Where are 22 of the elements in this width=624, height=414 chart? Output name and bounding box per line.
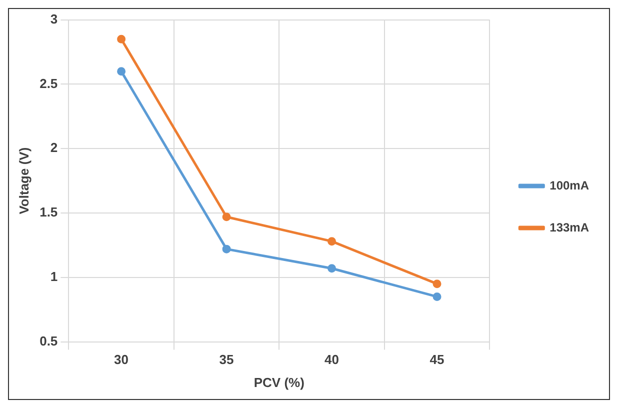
point (117, 34, 126, 44)
x-tick-label: 45 (430, 352, 444, 368)
point (328, 237, 336, 246)
y-tick-label: 2.5 (40, 76, 58, 91)
point (222, 212, 231, 222)
legend-label: 133mA (550, 220, 590, 234)
x-axis-title: PCV (%) (254, 374, 304, 390)
legend-label: 100mA (550, 178, 590, 192)
x-tick-label: 30 (114, 352, 129, 368)
y-tick-label: 1.5 (40, 204, 58, 220)
y-tick-label: 0.5 (40, 333, 58, 348)
y-tick-label: 1 (50, 268, 58, 284)
x-tick-label: 35 (219, 352, 234, 368)
y-tick-label: 2 (50, 140, 58, 156)
y-tick-label: 3 (50, 11, 58, 26)
point (222, 244, 231, 254)
point (117, 67, 126, 76)
point (432, 280, 442, 288)
x-tick-label: 40 (324, 352, 340, 368)
y-axis-title: Voltage (V) (16, 147, 32, 214)
point (432, 292, 442, 301)
point (328, 264, 336, 273)
